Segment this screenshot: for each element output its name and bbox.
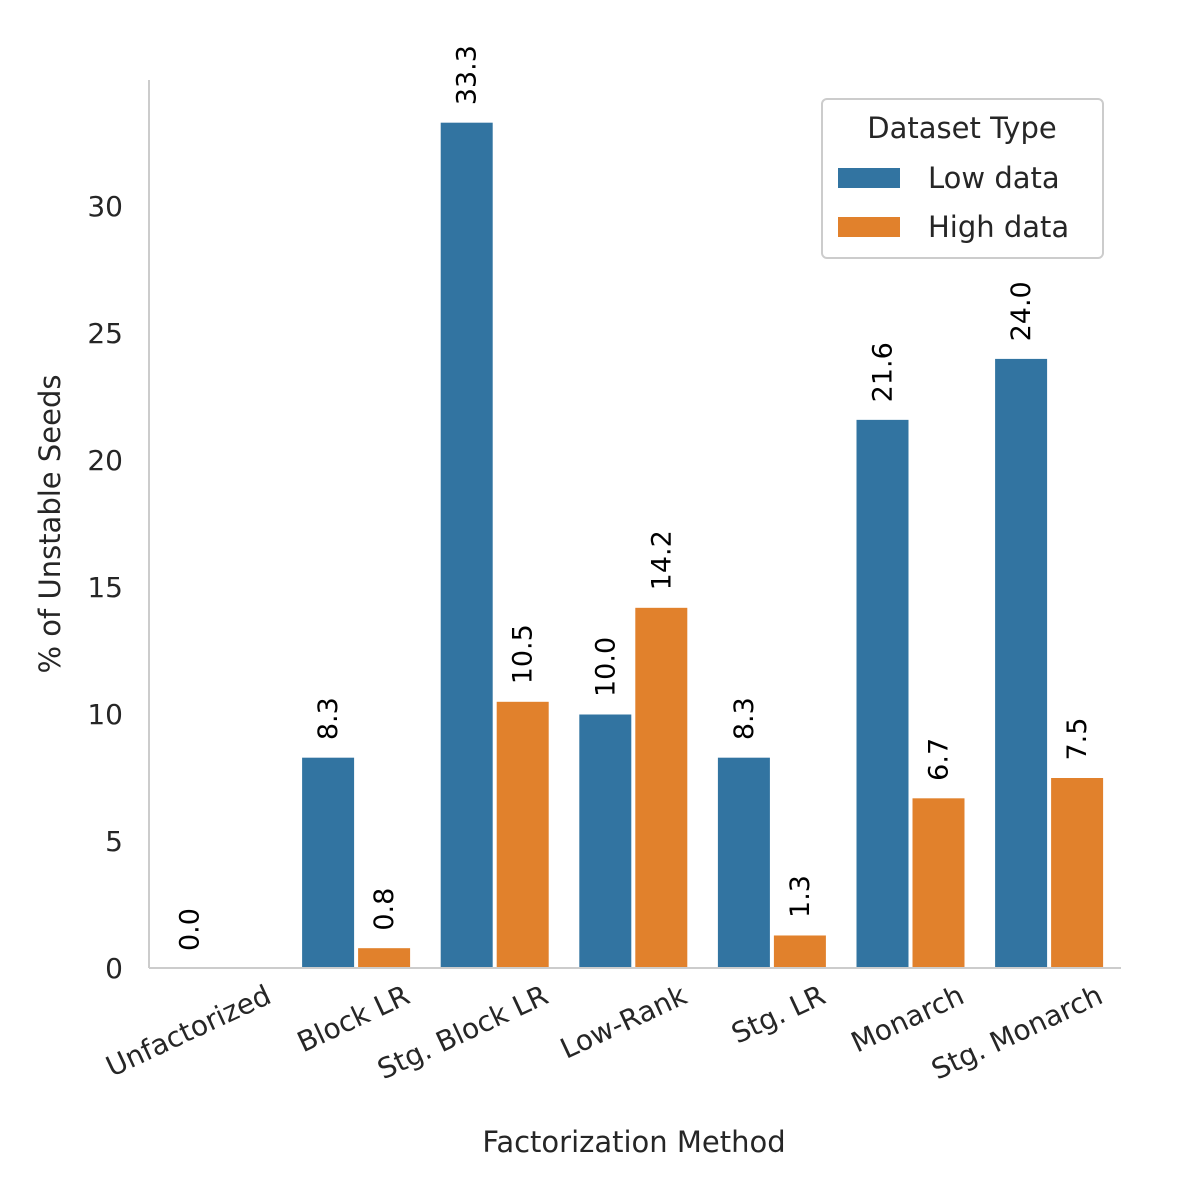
value-label-unfactorized-low-data: 0.0 [175,908,206,951]
bar-stg-monarch-low-data [994,357,1049,969]
bar-monarch-high-data [911,797,966,969]
legend: Dataset Type Low data High data [821,98,1104,259]
x-tick-label-stg-lr: Stg. LR [726,978,830,1050]
value-label-block-lr-low-data: 8.3 [313,697,344,740]
value-label-monarch-low-data: 21.6 [868,342,899,402]
y-tick-label-30: 30 [87,190,123,223]
x-axis-title: Factorization Method [482,1125,785,1159]
value-label-stg-block-lr-high-data: 10.5 [508,624,539,684]
y-tick-label-10: 10 [87,698,123,731]
bar-block-lr-high-data [357,947,412,969]
y-ticks: 0 5 10 15 20 25 30 [87,190,123,985]
bar-monarch-low-data [855,418,910,969]
x-tick-label-unfactorized: Unfactorized [101,978,276,1083]
y-tick-label-0: 0 [105,952,123,985]
value-label-stg-block-lr-low-data: 33.3 [452,45,483,105]
bar-stg-block-lr-low-data [439,121,494,969]
bars-layer [301,121,1105,969]
bar-stg-lr-low-data [716,756,771,969]
bar-block-lr-low-data [301,756,356,969]
bar-low-rank-high-data [634,606,689,969]
y-tick-label-25: 25 [87,317,123,350]
legend-title: Dataset Type [867,111,1056,145]
axes-layer [148,80,1121,969]
value-label-low-rank-high-data: 14.2 [646,530,677,590]
value-label-stg-lr-low-data: 8.3 [729,697,760,740]
legend-swatch-low-data [838,168,900,188]
y-tick-label-15: 15 [87,571,123,604]
bar-stg-block-lr-high-data [495,700,550,969]
value-label-stg-monarch-high-data: 7.5 [1062,718,1093,761]
value-label-stg-lr-high-data: 1.3 [785,875,816,918]
value-label-low-rank-low-data: 10.0 [590,637,621,697]
bar-stg-monarch-high-data [1050,777,1105,969]
value-label-block-lr-high-data: 0.8 [369,888,400,931]
legend-swatch-high-data [838,217,900,237]
value-label-stg-monarch-low-data: 24.0 [1006,281,1037,341]
y-axis-title: % of Unstable Seeds [33,375,67,674]
value-labels: 0.0 8.3 0.8 33.3 10.5 10.0 14.2 8.3 1.3 21.6 6.7 24… [175,45,1094,951]
bar-low-rank-low-data [578,713,633,969]
value-label-monarch-high-data: 6.7 [924,738,955,781]
legend-label-high-data: High data [928,210,1069,244]
bar-stg-lr-high-data [772,934,827,969]
y-tick-label-20: 20 [87,444,123,477]
x-tick-label-low-rank: Low-Rank [555,978,692,1065]
legend-label-low-data: Low data [928,161,1060,195]
y-tick-label-5: 5 [105,825,123,858]
